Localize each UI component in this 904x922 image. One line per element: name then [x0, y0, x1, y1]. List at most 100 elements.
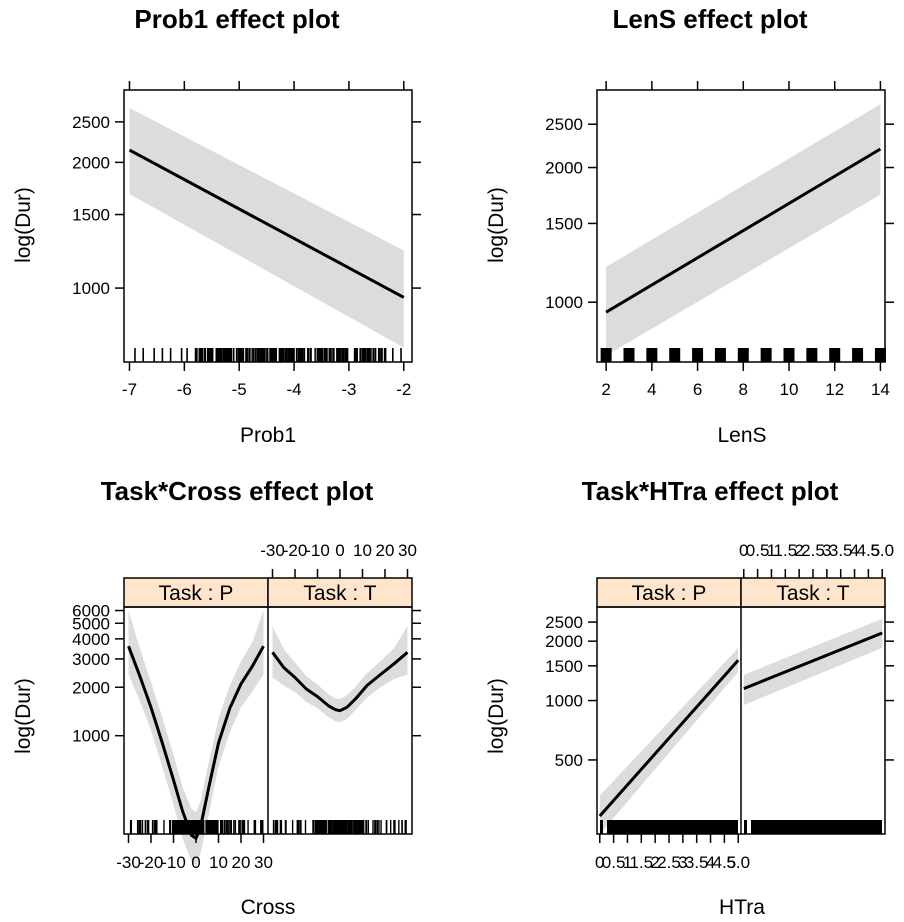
htra-x-tick-label-top: 3	[822, 541, 831, 560]
cross-x-tick-label-top: -30	[260, 541, 285, 560]
htra-rug-bar	[751, 820, 882, 834]
cross-x-tick-label-top: -10	[305, 541, 330, 560]
prob1-x-tick-label: -7	[122, 380, 137, 399]
htra-x-tick-label: 4.5	[713, 853, 737, 872]
lens-rug-block	[760, 348, 772, 362]
cross-x-tick-label: 10	[209, 853, 228, 872]
y-axis-label-prob1: log(Dur)	[12, 187, 35, 263]
prob1-fit-line	[128, 148, 405, 299]
htra-fit-line	[598, 659, 740, 817]
cross-x-tick-label: 20	[232, 853, 251, 872]
lens-rug-block	[852, 348, 864, 362]
cross-y-tick-label: 1000	[72, 727, 110, 746]
cross-y-tick-label: 5000	[72, 614, 110, 633]
x-axis-label-htra: HTra	[719, 896, 765, 919]
htra-x-tick-label: 0	[595, 853, 604, 872]
cross-x-tick-label: -30	[116, 853, 141, 872]
htra-x-tick-label: 0.5	[602, 853, 626, 872]
htra-rug-tick	[600, 820, 603, 834]
cross-y-tick-label: 6000	[72, 602, 110, 621]
htra-y-tick-label: 500	[555, 751, 583, 770]
htra-x-tick-label-top: 0.5	[746, 541, 770, 560]
prob1-y-tick-label: 1500	[72, 206, 110, 225]
lens-rug-block	[669, 348, 681, 362]
prob1-x-tick-label: -2	[396, 380, 411, 399]
htra-x-tick-label-top: 2.5	[801, 541, 825, 560]
htra-confidence-band	[599, 647, 739, 835]
htra-x-tick-label-top: 2	[794, 541, 803, 560]
prob1-effect-plot: 1000 1500 2000 2500 -7 -6 -5 -4 -3 -2	[72, 81, 421, 399]
y-axis-label-cross: log(Dur)	[12, 678, 35, 754]
cross-x-tick-label-top: 0	[335, 541, 344, 560]
x-axis-label-cross: Cross	[241, 896, 296, 919]
lens-x-tick-label: 10	[780, 380, 799, 399]
x-axis-label-lens: LenS	[717, 424, 766, 447]
cross-x-tick-label-top: 10	[353, 541, 372, 560]
cross-confidence-band	[272, 626, 408, 723]
lens-rug-block	[646, 348, 658, 362]
lens-plot-frame	[596, 89, 886, 363]
plot-title-prob1: Prob1 effect plot	[134, 4, 339, 34]
htra-x-tick-label-top: 4	[850, 541, 859, 560]
y-axis-label-htra: log(Dur)	[485, 678, 508, 754]
lens-y-tick-label: 2500	[545, 115, 583, 134]
htra-x-tick-label: 3.5	[685, 853, 709, 872]
cross-confidence-band	[128, 610, 264, 866]
htra-x-tick-label: 5.0	[726, 853, 750, 872]
prob1-x-tick-label: -6	[177, 380, 192, 399]
htra-y-tick-label: 1000	[545, 692, 583, 711]
htra-x-tick-label: 1.5	[629, 853, 653, 872]
htra-y-tick-label: 2500	[545, 613, 583, 632]
prob1-x-tick-label: -5	[232, 380, 247, 399]
lens-y-tick-label: 1000	[545, 293, 583, 312]
lens-x-tick-label: 8	[739, 380, 748, 399]
prob1-x-tick-label: -4	[286, 380, 301, 399]
prob1-y-tick-label: 1000	[72, 279, 110, 298]
cross-strip-label: Task : P	[159, 582, 234, 605]
htra-x-tick-label: 4	[706, 853, 715, 872]
cross-y-tick-label: 3000	[72, 650, 110, 669]
lens-x-tick-label: 4	[647, 380, 656, 399]
cross-x-tick-label: 30	[254, 853, 273, 872]
lens-x-tick-label: 14	[871, 380, 890, 399]
lens-x-tick-label: 2	[601, 380, 610, 399]
htra-rug-bar	[607, 820, 738, 834]
cross-x-tick-label-top: 30	[398, 541, 417, 560]
plot-title-task-htra: Task*HTra effect plot	[582, 476, 839, 506]
lens-x-tick-label: 12	[825, 380, 844, 399]
lens-rug-block	[692, 348, 704, 362]
htra-x-tick-label-top: 4.5	[857, 541, 881, 560]
cross-strip	[267, 577, 413, 608]
htra-y-tick-label: 1500	[545, 657, 583, 676]
cross-x-tick-label-top: 20	[376, 541, 395, 560]
lens-fit-line	[605, 147, 882, 314]
plot-title-task-cross: Task*Cross effect plot	[101, 476, 374, 506]
htra-rug-tick	[744, 820, 747, 834]
cross-y-tick-label: 2000	[72, 678, 110, 697]
y-axis-label-lens: log(Dur)	[485, 187, 508, 263]
htra-fit-line	[743, 631, 883, 690]
htra-strip-label: Task : T	[776, 582, 849, 605]
htra-x-tick-label-top: 5.0	[870, 541, 894, 560]
lens-rug-block	[623, 348, 635, 362]
lens-effect-plot: 1000 1500 2000 2500 2 4 6 8 10 12 14	[545, 81, 894, 399]
htra-y-tick-label: 2000	[545, 632, 583, 651]
lens-rug-block	[737, 348, 749, 362]
cross-x-tick-label: 0	[191, 853, 200, 872]
htra-x-tick-label-top: 1	[767, 541, 776, 560]
cross-x-tick-label: -20	[139, 853, 164, 872]
htra-x-tick-label: 2	[650, 853, 659, 872]
lens-y-tick-label: 1500	[545, 214, 583, 233]
cross-x-tick-label-top: -20	[283, 541, 308, 560]
htra-x-tick-label: 2.5	[657, 853, 681, 872]
lens-rug-block	[714, 348, 726, 362]
lens-rug-block	[806, 348, 818, 362]
prob1-plot-frame	[123, 89, 413, 363]
lens-x-tick-label: 6	[693, 380, 702, 399]
prob1-y-tick-label: 2500	[72, 113, 110, 132]
htra-x-tick-label: 3	[678, 853, 687, 872]
htra-strip-label: Task : P	[632, 582, 707, 605]
